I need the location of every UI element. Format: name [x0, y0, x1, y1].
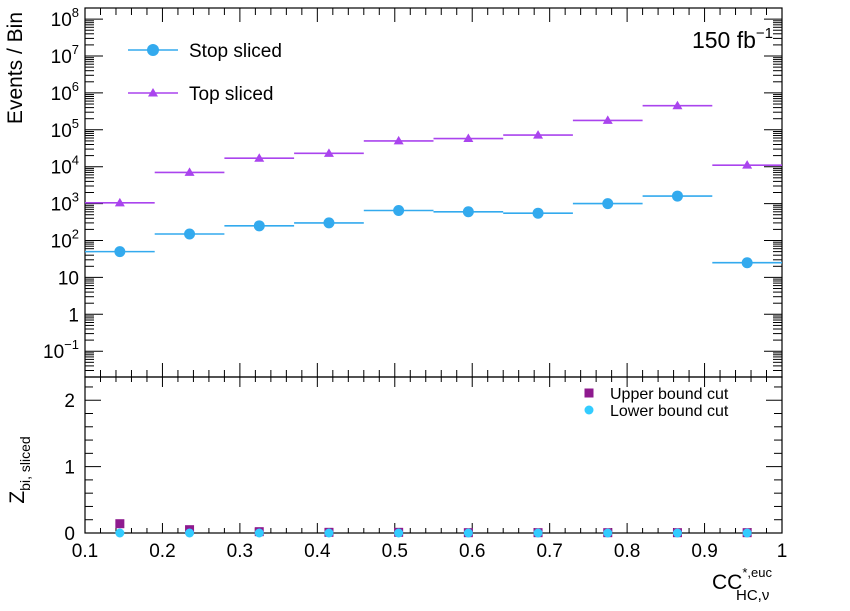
- series-2-point: [533, 130, 544, 139]
- x-tick-label: 0.1: [72, 541, 98, 562]
- series-1-point: [671, 190, 683, 202]
- ratio-series-2-point: [324, 528, 334, 538]
- series-2-point: [463, 133, 474, 143]
- legend-label: Top sliced: [189, 84, 274, 105]
- top-y-tick-label: 108: [51, 5, 79, 31]
- series-1-point: [184, 228, 196, 240]
- ratio-series-2-point: [742, 528, 752, 538]
- series-2-point: [393, 135, 404, 145]
- series-2-point: [254, 153, 265, 162]
- ratio-legend-marker: [584, 388, 594, 398]
- top-y-tick-label: 106: [51, 79, 79, 105]
- series-1-point: [114, 246, 126, 258]
- ratio-legend-label: Lower bound cut: [610, 403, 729, 420]
- x-tick-label: 0.8: [614, 541, 640, 562]
- x-tick-label: 1: [777, 541, 788, 562]
- ratio-legend-marker: [584, 405, 594, 415]
- legend-marker: [147, 44, 159, 56]
- series-1-point: [532, 207, 544, 219]
- top-y-tick-label: 105: [51, 116, 79, 142]
- series-1-point: [253, 220, 265, 232]
- bottom-y-axis-label: Zbi, sliced: [6, 436, 33, 503]
- series-2-point: [742, 160, 753, 169]
- series-1-point: [741, 257, 753, 269]
- series-2-point: [184, 167, 195, 176]
- x-tick-label: 0.2: [149, 541, 175, 562]
- series-2-point: [114, 197, 125, 207]
- bottom-panel-frame: [84, 376, 783, 534]
- top-y-tick-label: 103: [51, 190, 79, 216]
- ratio-series-2-point: [603, 528, 613, 538]
- top-y-tick-label: 10−1: [43, 337, 79, 363]
- top-y-tick-label: 10: [58, 268, 79, 289]
- ratio-series-2-point: [672, 528, 682, 538]
- legend-marker: [148, 88, 158, 97]
- x-tick-label: 0.3: [227, 541, 253, 562]
- ratio-series-2-point: [185, 528, 195, 538]
- x-tick-label: 0.7: [536, 541, 562, 562]
- bottom-y-tick-label: 1: [64, 458, 75, 479]
- series-1-point: [602, 198, 614, 210]
- ratio-series-2-point: [533, 528, 543, 538]
- top-y-tick-label: 104: [51, 153, 79, 179]
- ratio-series-2-point: [463, 528, 473, 538]
- ratio-series-1-point: [115, 519, 125, 529]
- top-y-tick-label: 1: [68, 305, 79, 326]
- ratio-legend-label: Upper bound cut: [610, 386, 729, 403]
- series-2-point: [323, 148, 334, 157]
- series-1-point: [323, 217, 335, 229]
- luminosity-label: 150 fb−1: [692, 25, 773, 53]
- top-y-tick-label: 107: [51, 42, 79, 68]
- series-1-point: [462, 206, 474, 218]
- x-tick-label: 0.9: [691, 541, 717, 562]
- x-tick-label: 0.4: [304, 541, 331, 562]
- x-tick-label: 0.5: [382, 541, 408, 562]
- bottom-y-tick-label: 2: [64, 391, 75, 412]
- bottom-y-tick-label: 0: [64, 524, 75, 545]
- ratio-series-2-point: [394, 528, 404, 538]
- series-1-point: [393, 205, 405, 217]
- x-tick-label: 0.6: [459, 541, 485, 562]
- series-2-point: [672, 100, 683, 110]
- top-y-tick-label: 102: [51, 227, 79, 253]
- ratio-series-2-point: [254, 528, 264, 538]
- series-2-point: [602, 115, 613, 124]
- ratio-series-2-point: [115, 528, 125, 538]
- top-y-axis-label: Events / Bin: [4, 12, 27, 124]
- legend-label: Stop sliced: [189, 41, 282, 62]
- x-axis-label: CC*,euc HC,ν: [712, 565, 772, 604]
